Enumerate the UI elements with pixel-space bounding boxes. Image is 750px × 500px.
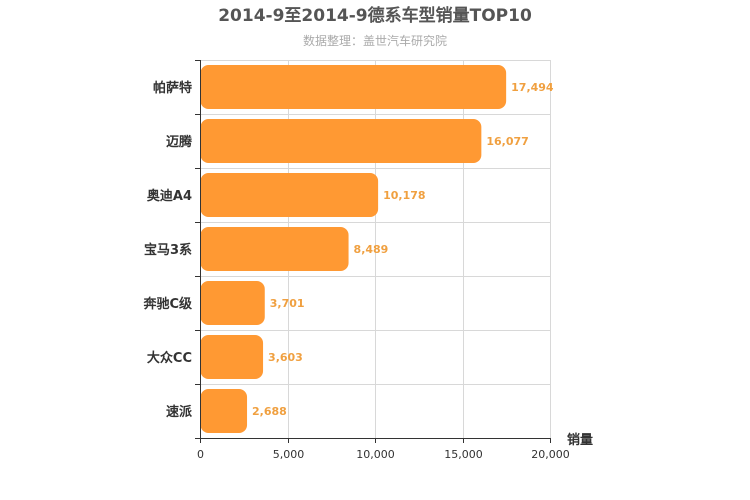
x-axis-title: 销量 <box>567 432 593 448</box>
bar <box>200 65 507 109</box>
data-label: 10,178 <box>383 189 425 202</box>
bar <box>200 227 349 271</box>
category-label: 奥迪A4 <box>147 188 192 204</box>
x-tick-label: 15,000 <box>444 448 483 461</box>
data-label: 3,701 <box>270 297 305 310</box>
bars <box>200 65 507 433</box>
x-tick-label: 5,000 <box>273 448 305 461</box>
category-label: 帕萨特 <box>153 80 192 96</box>
bar <box>200 281 265 325</box>
x-tick-label: 10,000 <box>356 448 395 461</box>
bar <box>200 173 379 217</box>
bar <box>200 335 264 379</box>
labels: 帕萨特 17,494 迈腾 16,077 奥迪A4 10,178 宝马3系 8,489 奔驰C级… <box>142 80 569 461</box>
chart-title: 2014-9至2014-9德系车型销量TOP10 <box>218 5 532 26</box>
data-label: 16,077 <box>486 135 528 148</box>
data-label: 2,688 <box>252 405 287 418</box>
category-label: 大众CC <box>147 350 192 366</box>
data-label: 8,489 <box>354 243 389 256</box>
data-label: 3,603 <box>268 351 303 364</box>
category-label: 迈腾 <box>166 134 193 150</box>
axes <box>195 60 551 443</box>
x-tick-label: 20,000 <box>531 448 570 461</box>
data-label: 17,494 <box>511 81 554 94</box>
x-tick-label: 0 <box>197 448 204 461</box>
bar <box>200 389 248 433</box>
category-label: 宝马3系 <box>144 242 192 258</box>
category-label: 速派 <box>166 404 193 420</box>
category-label: 奔驰C级 <box>142 296 193 312</box>
bar <box>200 119 482 163</box>
chart-subtitle: 数据整理：盖世汽车研究院 <box>303 33 447 48</box>
